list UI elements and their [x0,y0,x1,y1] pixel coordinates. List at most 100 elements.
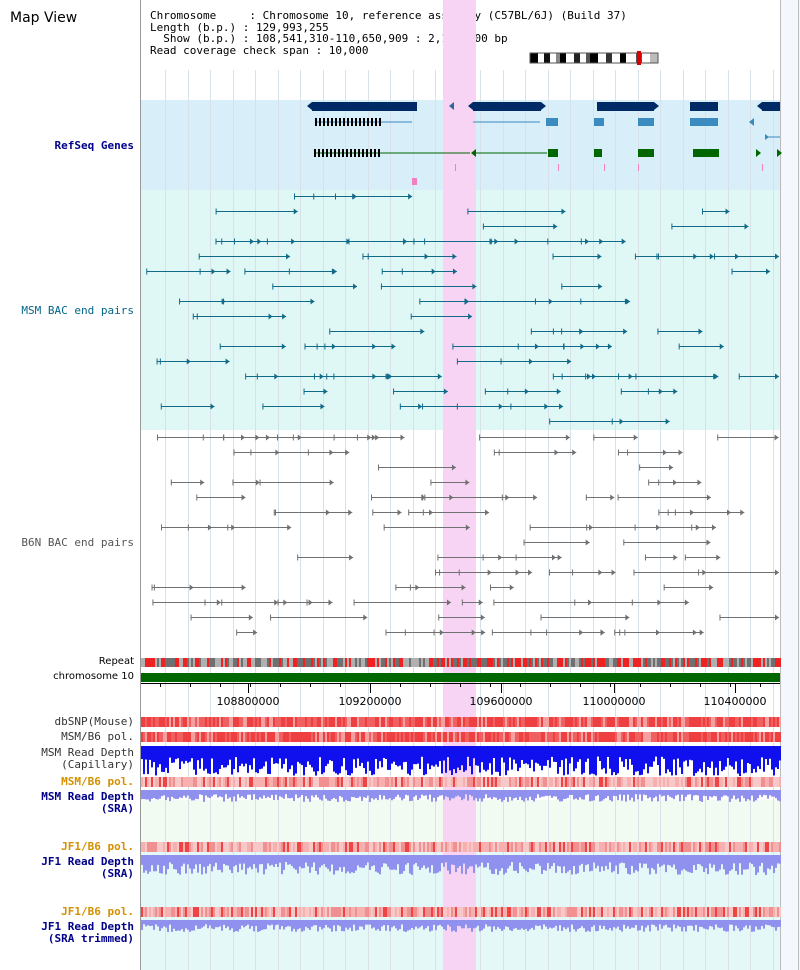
refseq-exon[interactable] [343,118,345,126]
refseq-gene-arrow[interactable] [449,102,454,110]
b6n-bac-pair-end[interactable] [465,524,470,531]
refseq-gene-arrow[interactable] [757,102,762,110]
refseq-exon[interactable] [638,149,654,157]
refseq-exon[interactable] [367,118,369,126]
msm-bac-pair-end[interactable] [210,403,215,410]
msm-bac-pair-end[interactable] [598,283,603,290]
b6n-bac-pair-end[interactable] [348,509,353,516]
b6n-bac-pair-end[interactable] [565,434,570,441]
b6n-bac-pair-end[interactable] [557,554,562,561]
msm-bac-pair-end[interactable] [468,313,473,320]
b6n-bac-pair-end[interactable] [275,449,280,456]
b6n-bac-pair-end[interactable] [287,524,292,531]
b6n-bac-pair-end[interactable] [572,449,577,456]
msm-bac-pair-end[interactable] [556,388,561,395]
b6n-bac-pair-end[interactable] [528,569,533,576]
msm-bac-pair-end[interactable] [274,373,279,380]
msm-bac-pair-end[interactable] [544,403,549,410]
msm-bac-pair-end[interactable] [353,283,358,290]
track-label-refseq[interactable]: RefSeq Genes [54,139,134,152]
refseq-gene-arrow[interactable] [756,149,761,157]
refseq-exon[interactable] [334,149,336,157]
track-label-msm-depth-sra[interactable]: MSM Read Depth [41,790,134,803]
b6n-bac-pair-end[interactable] [585,539,590,546]
msm-bac-pair-end[interactable] [597,253,602,260]
refseq-exon[interactable] [330,149,332,157]
b6n-bac-pair-end[interactable] [579,629,584,636]
b6n-bac-pair-end[interactable] [600,629,605,636]
b6n-bac-pair-end[interactable] [329,479,334,486]
b6n-bac-pair-end[interactable] [669,464,674,471]
msm-bac-pair-end[interactable] [443,388,448,395]
b6n-bac-pair-end[interactable] [446,599,451,606]
msm-bac-pair-end[interactable] [607,343,612,350]
msm-bac-pair-end[interactable] [372,373,377,380]
msm-bac-pair-end[interactable] [766,268,771,275]
b6n-bac-pair-end[interactable] [485,509,490,516]
refseq-gene-block[interactable] [312,102,417,111]
refseq-gene-arrow[interactable] [541,102,546,110]
b6n-bac-pair-end[interactable] [656,629,661,636]
chromosome-bar[interactable] [141,673,780,682]
b6n-bac-pair-end[interactable] [325,509,330,516]
msm-bac-pair-end[interactable] [391,343,396,350]
msm-bac-pair-end[interactable] [225,358,230,365]
msm-bac-pair-end[interactable] [323,388,328,395]
msm-bac-pair-end[interactable] [408,193,413,200]
msm-bac-pair-end[interactable] [725,208,730,215]
b6n-bac-pair-end[interactable] [610,494,615,501]
refseq-exon[interactable] [690,118,718,126]
msm-bac-pair-end[interactable] [713,373,718,380]
refseq-exon[interactable] [347,118,349,126]
b6n-bac-pair-end[interactable] [255,479,260,486]
msm-bac-pair-end[interactable] [281,343,286,350]
refseq-gene-block[interactable] [690,102,718,111]
msm-bac-pair-end[interactable] [452,253,457,260]
msm-bac-pair-end[interactable] [734,253,739,260]
refseq-exon[interactable] [548,149,558,157]
refseq-exon[interactable] [378,149,380,157]
b6n-bac-pair-end[interactable] [308,599,313,606]
track-label-repeat[interactable]: Repeat [98,656,134,667]
refseq-exon[interactable] [358,149,360,157]
msm-bac-pair-end[interactable] [719,343,724,350]
b6n-bac-pair-end[interactable] [397,509,402,516]
refseq-exon[interactable] [379,118,381,126]
msm-bac-pair-end[interactable] [293,208,298,215]
refseq-gene-block[interactable] [473,102,541,111]
msm-bac-pair-end[interactable] [665,418,670,425]
refseq-gene-arrow[interactable] [777,149,782,157]
b6n-bac-pair-end[interactable] [775,569,779,576]
msm-bac-pair-end[interactable] [420,328,425,335]
b6n-bac-pair-end[interactable] [487,569,492,576]
b6n-bac-pair-end[interactable] [328,599,333,606]
refseq-gene-arrow[interactable] [471,149,476,157]
b6n-bac-pair-end[interactable] [716,554,721,561]
msm-bac-pair-end[interactable] [623,328,628,335]
b6n-bac-pair-end[interactable] [461,584,466,591]
msm-bac-pair-end[interactable] [372,343,377,350]
refseq-exon[interactable] [351,118,353,126]
msm-bac-pair-end[interactable] [332,268,337,275]
msm-bac-pair-end[interactable] [346,238,351,245]
b6n-bac-pair-end[interactable] [695,524,700,531]
msm-bac-pair-end[interactable] [472,283,477,290]
refseq-exon[interactable] [315,118,317,126]
msm-bac-pair-end[interactable] [465,298,470,305]
refseq-exon[interactable] [366,149,368,157]
b6n-bac-pair-end[interactable] [611,569,616,576]
refseq-gene-block[interactable] [762,102,780,111]
msm-bac-pair-end[interactable] [424,253,429,260]
refseq-exon[interactable] [594,149,602,157]
b6n-bac-pair-end[interactable] [481,629,486,636]
msm-bac-pair-end[interactable] [221,298,226,305]
b6n-bac-pair-end[interactable] [692,629,697,636]
b6n-bac-pair-end[interactable] [673,554,678,561]
b6n-bac-pair-end[interactable] [633,434,638,441]
b6n-bac-pair-end[interactable] [400,434,405,441]
b6n-bac-pair-end[interactable] [711,524,716,531]
refseq-gene-arrow[interactable] [307,102,312,110]
chromosome-ideogram[interactable] [529,51,659,65]
b6n-bac-pair-end[interactable] [706,494,711,501]
msm-bac-pair-end[interactable] [698,328,703,335]
